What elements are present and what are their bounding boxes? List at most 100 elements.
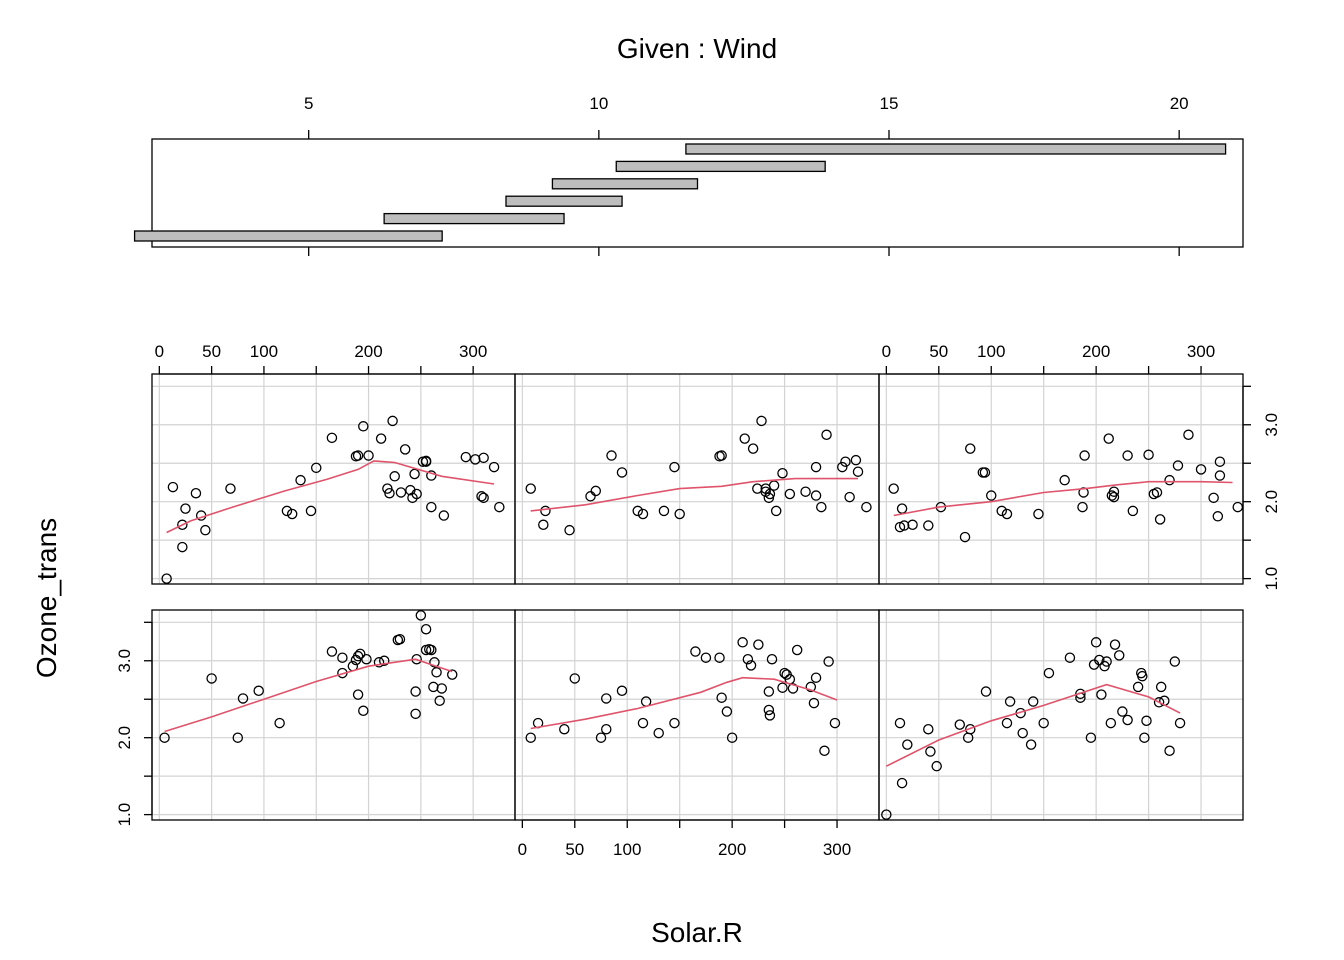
scatter-panels xyxy=(151,373,1244,821)
data-point xyxy=(637,508,649,520)
data-point xyxy=(837,461,848,473)
data-point xyxy=(1017,727,1028,739)
x-tick-label: 50 xyxy=(202,342,221,361)
data-point xyxy=(469,454,481,465)
data-point xyxy=(861,501,872,513)
data-point xyxy=(805,681,817,693)
y-tick-label: 3.0 xyxy=(1262,413,1281,437)
data-point xyxy=(753,639,764,650)
data-point xyxy=(996,505,1007,517)
data-point xyxy=(378,655,390,667)
data-point xyxy=(1109,639,1121,650)
data-point xyxy=(931,760,942,772)
data-point xyxy=(1164,745,1175,757)
data-point xyxy=(747,443,759,454)
data-point xyxy=(1025,739,1037,750)
data-point xyxy=(959,531,971,543)
x-tick-label: 50 xyxy=(565,840,584,859)
data-point xyxy=(569,673,581,684)
data-point xyxy=(1143,449,1154,461)
smooth-line xyxy=(893,480,1233,517)
data-point xyxy=(1094,654,1105,666)
data-point xyxy=(420,455,432,467)
data-point xyxy=(384,487,395,499)
data-point xyxy=(177,541,188,553)
data-point xyxy=(190,487,202,499)
data-point xyxy=(1004,696,1016,707)
data-point xyxy=(840,456,851,467)
data-point xyxy=(1169,656,1181,667)
data-point xyxy=(460,451,472,463)
data-point xyxy=(540,505,551,517)
panel-4 xyxy=(151,373,516,585)
x-tick-label: 300 xyxy=(823,840,851,859)
data-point xyxy=(896,503,908,514)
x-tick-label: 100 xyxy=(250,342,278,361)
y-axis-label: Ozone_trans xyxy=(31,518,62,678)
smooth-line xyxy=(166,460,495,534)
data-point xyxy=(669,717,680,729)
data-point xyxy=(206,673,217,684)
data-point xyxy=(200,524,211,536)
data-point xyxy=(766,653,778,665)
given-interval-bar xyxy=(505,195,623,207)
given-interval-bar xyxy=(133,230,443,242)
data-point xyxy=(1064,652,1076,663)
data-point xyxy=(1214,470,1226,481)
data-point xyxy=(721,706,733,717)
data-point xyxy=(525,483,536,494)
data-point xyxy=(690,646,701,657)
data-point xyxy=(1059,474,1070,486)
x-tick-label: 300 xyxy=(1187,342,1215,361)
y-tick-label: 2.0 xyxy=(1262,490,1281,514)
panel-border xyxy=(151,609,516,821)
data-point xyxy=(637,717,649,729)
data-point xyxy=(714,652,725,663)
data-point xyxy=(616,467,628,478)
data-point xyxy=(373,657,385,668)
data-point xyxy=(1078,487,1089,498)
data-point xyxy=(488,461,500,473)
x-tick-label: 0 xyxy=(518,840,527,859)
panel-3 xyxy=(878,609,1244,821)
smooth-line xyxy=(530,477,858,512)
y-tick-label: 3.0 xyxy=(115,649,134,673)
data-point xyxy=(525,732,536,743)
data-point xyxy=(326,432,338,444)
data-point xyxy=(1001,508,1013,520)
data-point xyxy=(253,685,264,697)
given-panel: 5 10 15 20 xyxy=(133,94,1244,256)
given-interval-bar xyxy=(685,143,1227,155)
data-point xyxy=(426,501,437,513)
data-point xyxy=(810,461,822,473)
data-point xyxy=(965,443,976,454)
x-tick-label: 200 xyxy=(718,840,746,859)
data-point xyxy=(1027,696,1039,707)
data-point xyxy=(1127,505,1139,517)
data-point xyxy=(1174,717,1186,729)
data-point xyxy=(898,520,910,531)
data-point xyxy=(980,686,992,697)
data-point xyxy=(389,471,400,482)
data-point xyxy=(601,693,612,704)
data-point xyxy=(965,723,976,735)
data-point xyxy=(985,490,997,501)
given-interval-bar xyxy=(615,160,826,173)
data-point xyxy=(431,667,442,678)
data-point xyxy=(1154,514,1166,525)
data-point xyxy=(852,466,864,477)
data-point xyxy=(1137,670,1148,682)
data-point xyxy=(1132,681,1144,693)
data-point xyxy=(375,433,387,444)
data-point xyxy=(907,519,918,531)
data-point xyxy=(161,573,172,584)
data-point xyxy=(894,717,906,729)
data-point xyxy=(1212,511,1224,522)
data-point xyxy=(821,429,832,441)
data-point xyxy=(1183,429,1194,441)
data-point xyxy=(420,623,432,635)
given-interval-bar xyxy=(551,178,699,190)
data-point xyxy=(770,505,782,517)
data-point xyxy=(394,633,406,645)
data-point xyxy=(361,653,372,665)
